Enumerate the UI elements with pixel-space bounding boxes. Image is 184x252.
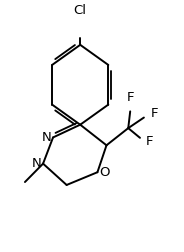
Text: N: N	[31, 157, 41, 170]
Text: F: F	[151, 107, 158, 120]
Text: Cl: Cl	[74, 4, 87, 17]
Text: O: O	[99, 166, 110, 179]
Text: F: F	[146, 135, 153, 148]
Text: N: N	[41, 131, 51, 144]
Text: F: F	[127, 91, 135, 104]
